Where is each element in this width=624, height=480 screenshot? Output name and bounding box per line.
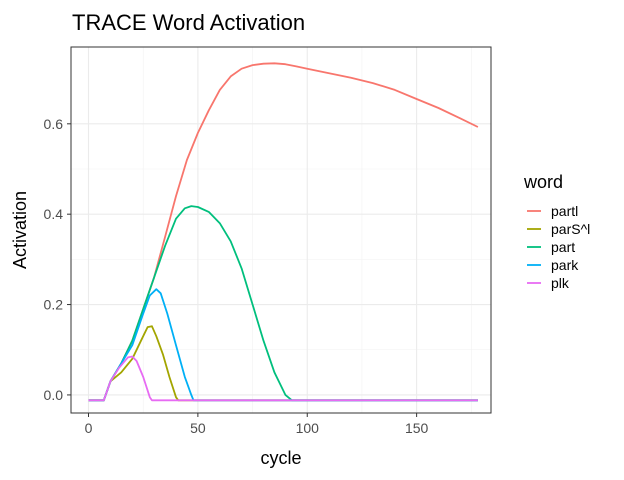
legend-label: part — [551, 239, 575, 255]
y-tick-label: 0.6 — [44, 116, 64, 132]
legend: word partl parS^l part park plk — [523, 172, 590, 291]
y-tick-label: 0.0 — [44, 387, 64, 403]
y-tick-label: 0.4 — [44, 206, 64, 222]
legend-label: plk — [551, 275, 570, 291]
x-tick-label: 100 — [296, 420, 320, 436]
legend-label: partl — [551, 203, 578, 219]
x-axis-ticks: 0 50 100 150 — [85, 413, 429, 436]
major-gridlines — [71, 47, 491, 413]
chart-title: TRACE Word Activation — [72, 10, 305, 35]
minor-gridlines — [71, 47, 491, 413]
y-axis-title: Activation — [10, 191, 30, 269]
series-lines — [88, 62, 479, 402]
plot-border — [70, 46, 492, 414]
y-axis-ticks: 0.0 0.2 0.4 0.6 — [44, 116, 71, 403]
legend-label: parS^l — [551, 221, 590, 237]
series-line-4 — [88, 355, 478, 402]
x-tick-label: 150 — [405, 420, 429, 436]
plot-panel — [71, 47, 491, 413]
y-tick-label: 0.2 — [44, 297, 64, 313]
x-tick-label: 0 — [85, 420, 93, 436]
x-axis-title: cycle — [260, 448, 301, 468]
legend-label: park — [551, 257, 579, 273]
legend-title: word — [523, 172, 563, 192]
x-tick-label: 50 — [190, 420, 206, 436]
series-line-2 — [88, 205, 478, 402]
